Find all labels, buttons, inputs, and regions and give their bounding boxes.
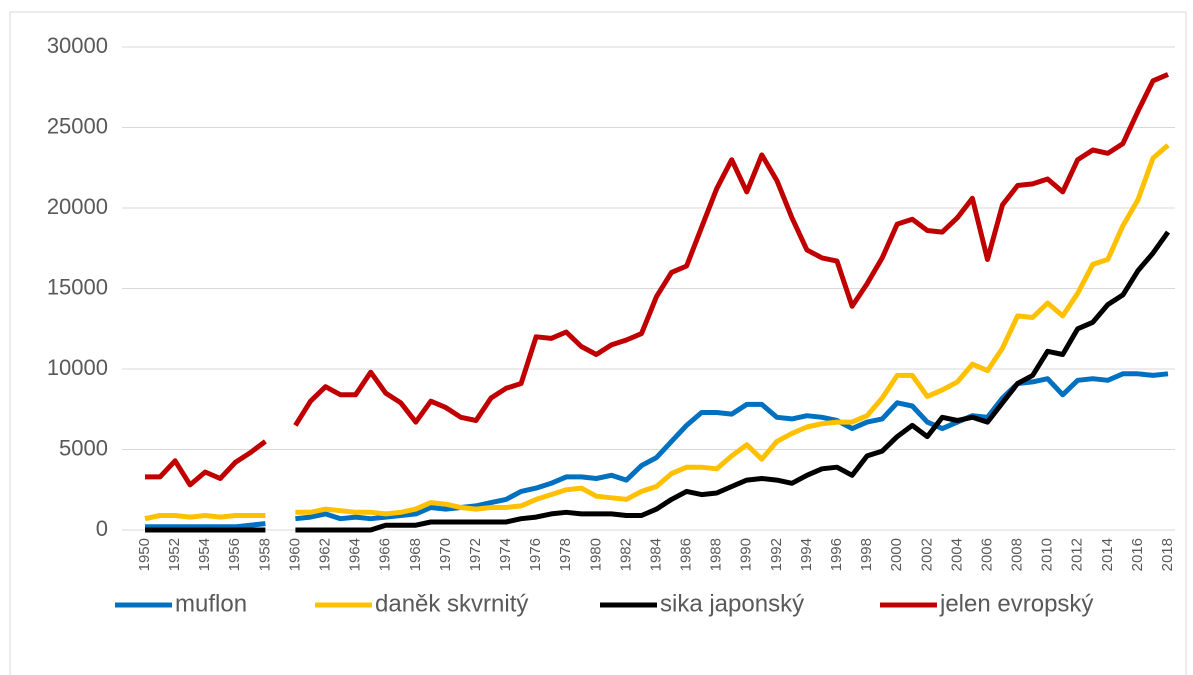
legend-label: jelen evropský: [939, 590, 1093, 617]
series-line: [145, 230, 1171, 533]
x-tick-label: 2010: [1039, 538, 1056, 571]
x-tick-label: 1968: [407, 538, 424, 571]
x-tick-label: 1950: [136, 538, 153, 571]
x-tick-label: 1964: [347, 538, 364, 571]
y-tick-label: 25000: [47, 113, 108, 138]
x-tick-label: 2018: [1159, 538, 1176, 571]
x-tick-label: 2016: [1129, 538, 1146, 571]
x-tick-label: 1992: [768, 538, 785, 571]
y-tick-label: 5000: [59, 435, 108, 460]
x-tick-label: 1978: [557, 538, 574, 571]
x-tick-label: 1984: [647, 538, 664, 571]
x-tick-label: 1986: [678, 538, 695, 571]
x-tick-label: 1956: [226, 538, 243, 571]
x-tick-label: 1976: [527, 538, 544, 571]
x-tick-label: 1972: [467, 538, 484, 571]
x-tick-label: 1952: [166, 538, 183, 571]
legend-label: sika japonský: [660, 590, 804, 617]
x-tick-label: 2002: [918, 538, 935, 571]
y-tick-label: 20000: [47, 194, 108, 219]
x-tick-label: 1954: [196, 538, 213, 571]
x-tick-label: 1974: [497, 538, 514, 571]
x-tick-label: 1958: [256, 538, 273, 571]
x-tick-label: 1982: [617, 538, 634, 571]
chart-frame: [9, 11, 1187, 675]
series-line: [145, 72, 1169, 488]
legend-label: daněk skvrnitý: [375, 590, 528, 617]
x-tick-label: 1966: [377, 538, 394, 571]
x-tick-label: 2006: [978, 538, 995, 571]
series-line: [144, 143, 1170, 522]
x-tick-label: 2014: [1099, 538, 1116, 571]
x-tick-label: 1980: [587, 538, 604, 571]
y-tick-label: 15000: [47, 274, 108, 299]
x-tick-label: 1996: [828, 538, 845, 571]
y-tick-label: 30000: [47, 33, 108, 58]
x-tick-label: 1988: [708, 538, 725, 571]
series-line: [145, 371, 1169, 530]
x-tick-label: 1960: [286, 538, 303, 571]
y-tick-label: 0: [96, 516, 108, 541]
x-tick-label: 2004: [948, 538, 965, 571]
x-tick-label: 1994: [798, 538, 815, 571]
legend-label: muflon: [175, 590, 247, 617]
x-tick-label: 1962: [316, 538, 333, 571]
x-tick-label: 2012: [1069, 538, 1086, 571]
y-tick-label: 10000: [47, 355, 108, 380]
x-tick-label: 2000: [888, 538, 905, 571]
x-tick-label: 1990: [738, 538, 755, 571]
x-tick-label: 1998: [858, 538, 875, 571]
x-tick-label: 1970: [437, 538, 454, 571]
x-tick-label: 2008: [1009, 538, 1026, 571]
